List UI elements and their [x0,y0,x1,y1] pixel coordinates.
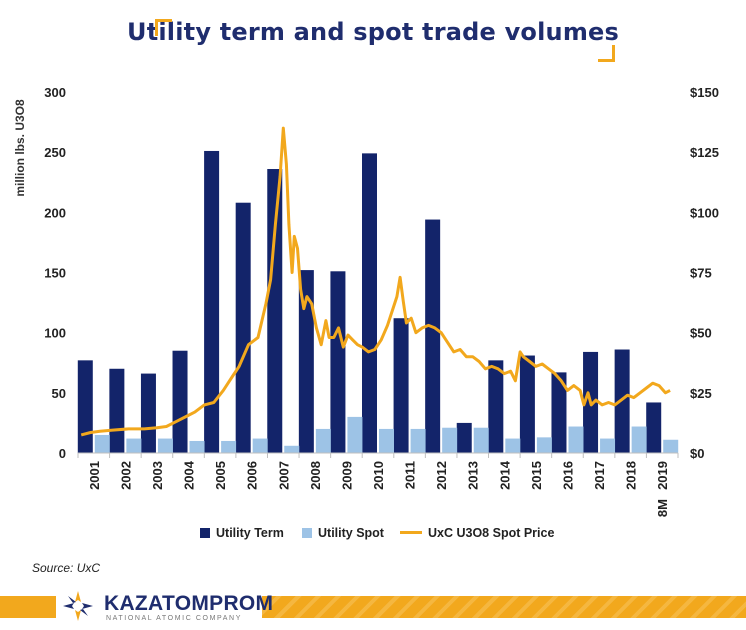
legend-item-price: UxC U3O8 Spot Price [400,526,554,540]
bar-spot-2014 [505,438,521,453]
x-tick-label: 2002 [118,461,133,490]
bar-term-2002 [109,368,125,453]
bar-term-2001 [77,360,93,453]
logo-subtitle: NATIONAL ATOMIC COMPANY [106,615,242,622]
y2-tick-label: $125 [690,145,719,160]
logo-name: KAZATOMPROM [104,592,274,615]
x-tick-label: 2013 [466,461,481,490]
bar-spot-2003 [157,438,173,453]
x-tick-label: 2015 [529,461,544,490]
legend: Utility Term Utility Spot UxC U3O8 Spot … [200,526,620,546]
y2-tick-label: $25 [690,386,712,401]
price-line [80,126,671,437]
bar-term-2010 [362,153,377,453]
bars-layer [77,150,679,454]
bar-spot-2007 [284,445,300,453]
chart-title: Utility term and spot trade volumes [127,18,619,46]
legend-label-term: Utility Term [216,526,284,540]
title-corner-accent-left [155,19,172,36]
legend-swatch-spot [302,528,312,538]
y-tick-label: 50 [52,386,66,401]
bar-term-2016 [551,372,567,453]
title-wrapper: Utility term and spot trade volumes [0,18,746,46]
bar-spot-2011 [410,428,426,453]
bar-term-2009 [330,271,346,453]
bar-spot-2006 [252,438,268,453]
price-line-layer [80,126,671,437]
bar-spot-2013 [473,427,489,453]
x-tick-label: 2008 [308,461,323,490]
company-logo: KAZATOMPROM NATIONAL ATOMIC COMPANY [60,588,273,628]
kazatomprom-logo-icon [63,591,93,621]
bar-term-2005 [204,150,220,454]
bar-term-2015 [519,355,535,453]
legend-item-spot: Utility Spot [302,526,384,540]
bar-term-2007 [267,169,283,453]
y-tick-label: 100 [44,326,66,341]
bar-term-2004 [172,350,188,453]
x-tick-label: 2005 [213,461,228,490]
legend-label-price: UxC U3O8 Spot Price [428,526,555,540]
y-tick-label: 150 [44,266,66,281]
bar-spot-2018 [631,426,647,453]
bar-spot-2009 [347,416,363,453]
bar-term-2012 [425,219,441,453]
bar-term-2008 [298,270,314,453]
legend-label-spot: Utility Spot [318,526,384,540]
bar-term-2013 [456,422,472,453]
x-tick-label: 2009 [339,461,354,490]
bar-spot-2001 [94,434,110,453]
bar-spot-2012 [442,427,458,453]
bar-term-2019 [646,402,662,453]
legend-swatch-price [400,531,422,534]
x-tick-label: 2004 [182,460,197,490]
bar-spot-2010 [379,428,394,453]
x-tick-label: 2016 [560,461,575,490]
y-tick-label: 250 [44,145,66,160]
bar-spot-2008 [315,428,331,453]
x-tick-label: 2007 [276,461,291,490]
title-corner-accent-right [598,45,615,62]
y2-tick-label: $0 [690,446,704,461]
y2-tick-label: $150 [690,85,719,100]
x-tick-label: 2011 [403,461,418,489]
x-tick-label: 2003 [150,461,165,490]
footer-bar-right [262,596,746,618]
x-tick-label: 2012 [434,461,449,490]
source-note: Source: UxC [32,561,101,575]
legend-swatch-term [200,528,210,538]
x-tick-label: 2001 [87,461,102,490]
y2-tick-label: $50 [690,326,712,341]
legend-item-term: Utility Term [200,526,284,540]
x-tick-label: 2006 [245,461,260,490]
bar-spot-2016 [568,426,584,453]
chart-area: 0 $0 50 $25 100 $50 150 $75 200 $100 250 $125 300 $15… [13,85,719,517]
y2-tick-label: $75 [690,266,712,281]
x-tick-label: 2017 [592,461,607,490]
bar-spot-2005 [221,440,237,453]
y-tick-label: 200 [44,205,66,220]
x-tick-label: 2010 [371,461,386,490]
y-tick-label: 300 [44,85,66,100]
bar-spot-2004 [189,440,205,453]
bar-spot-2002 [126,438,142,453]
footer-bar-left [0,596,56,618]
x-tick-label: 2014 [497,460,512,490]
y2-tick-label: $100 [690,205,719,220]
bar-term-2011 [393,318,409,453]
bar-spot-2019 [663,439,679,453]
bar-term-2003 [140,373,156,453]
y-tick-label: 0 [59,446,66,461]
bar-term-2006 [235,202,251,453]
y-axis-label: million lbs. U3O8 [13,99,27,197]
bar-spot-2015 [536,437,552,453]
bar-spot-2017 [600,438,616,453]
x-tick-label: 2018 [624,461,639,490]
bar-term-2014 [488,360,504,453]
x-tick-label-prefix: 8M [655,499,670,517]
x-tick-label: 2019 [655,461,670,490]
axes-layer: 0 $0 50 $25 100 $50 150 $75 200 $100 250 $125 300 $15… [44,85,719,517]
